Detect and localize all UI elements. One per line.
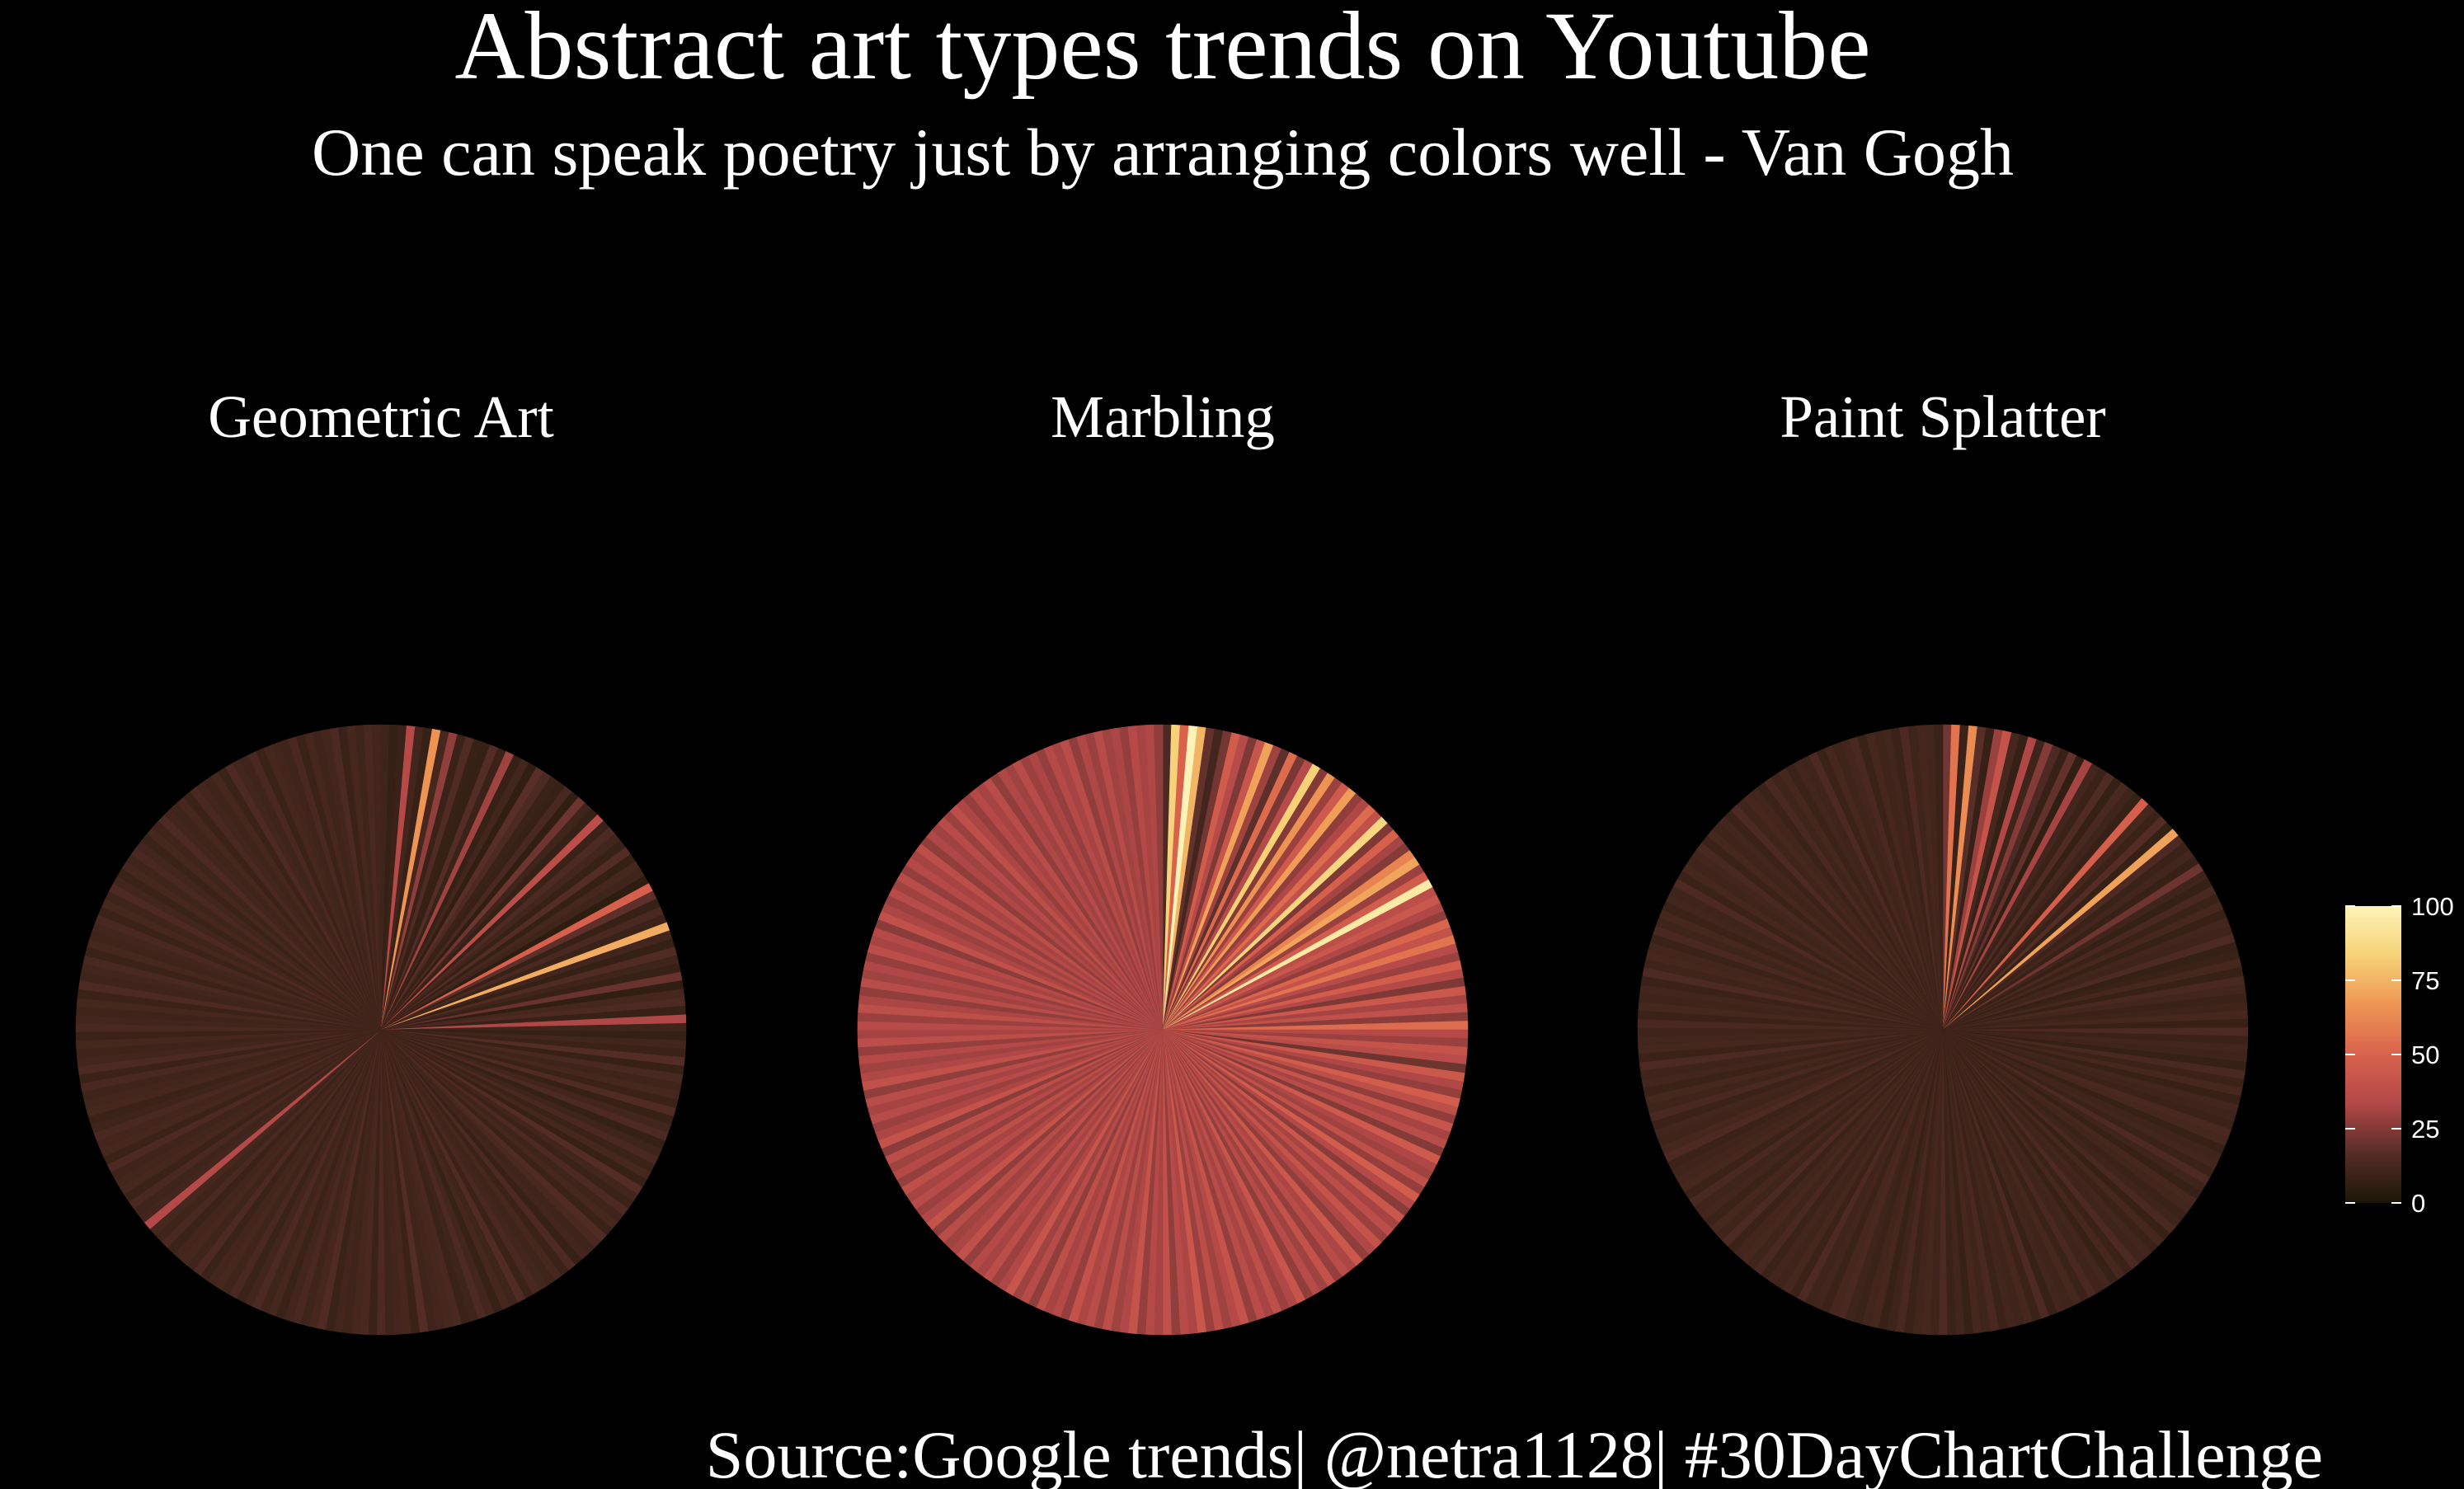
legend-tick-label: 0 xyxy=(2411,1189,2425,1218)
legend-tick-label: 50 xyxy=(2411,1040,2439,1069)
pie-geometric-art xyxy=(75,724,687,1336)
pie-slice xyxy=(1934,724,1944,1031)
chart-title: Abstract art types trends on Youtube xyxy=(454,0,1870,100)
legend-tick-label: 25 xyxy=(2411,1115,2439,1144)
color-legend: 0 25 50 75 100 xyxy=(2345,892,2454,1218)
panel-title-paint-splatter: Paint Splatter xyxy=(1780,383,2105,450)
pie-marbling xyxy=(857,724,1469,1336)
pie-slice xyxy=(372,724,382,1031)
panel-title-marbling: Marbling xyxy=(1051,383,1275,450)
legend-tick-label: 75 xyxy=(2411,966,2439,995)
chart-caption: Source:Google trends| @netra1128| #30Day… xyxy=(706,1417,2323,1489)
pie-slice xyxy=(1154,724,1164,1031)
panel-title-geometric-art: Geometric Art xyxy=(208,383,554,450)
pie-paint-splatter xyxy=(1637,724,2249,1336)
legend-ticks: 0 25 50 75 100 xyxy=(2345,892,2454,1218)
legend-tick-label: 100 xyxy=(2411,892,2454,921)
chart-subtitle: One can speak poetry just by arranging c… xyxy=(312,115,2014,190)
